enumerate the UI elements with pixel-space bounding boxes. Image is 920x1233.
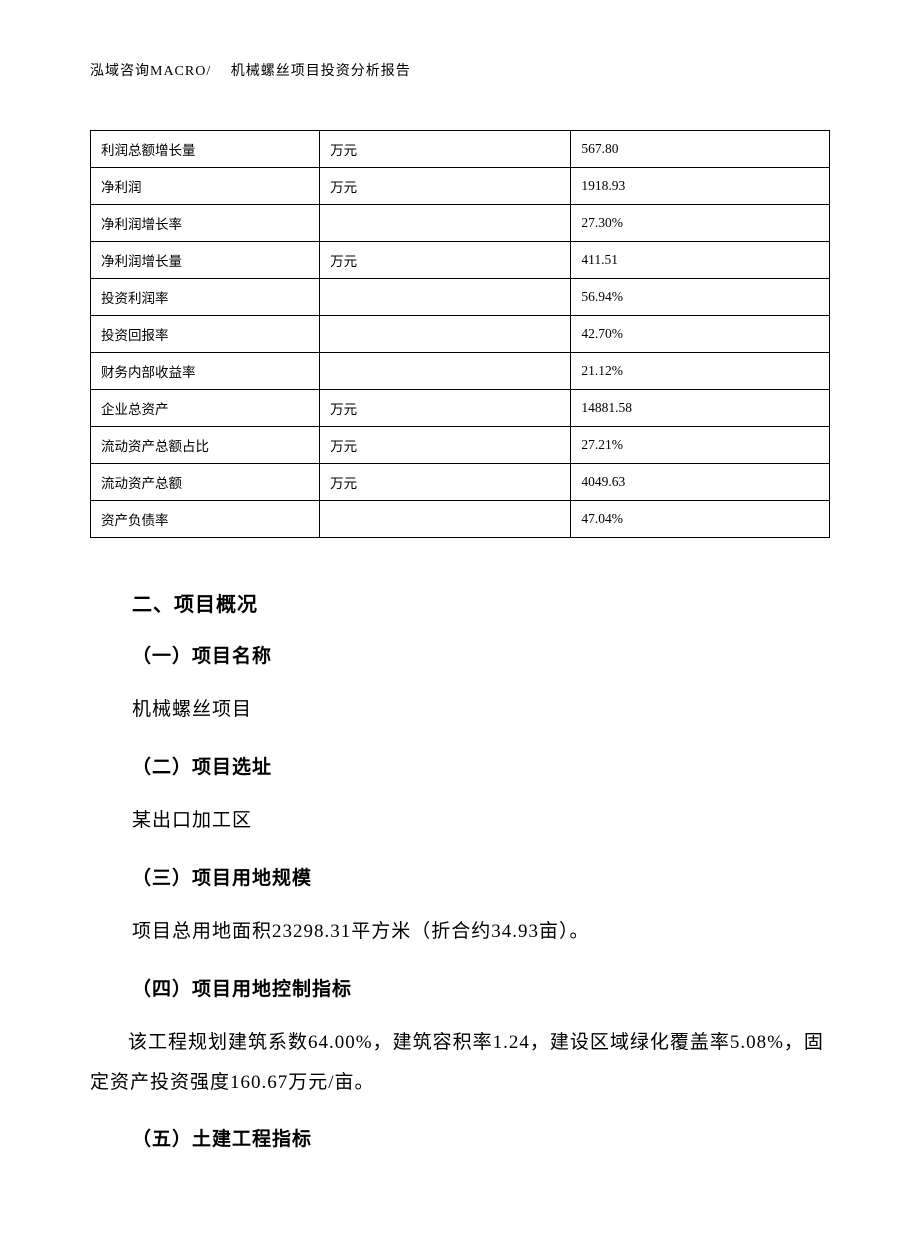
subsection-title-3: （三）项目用地规模 bbox=[132, 863, 830, 890]
cell-label: 净利润增长量 bbox=[91, 242, 320, 279]
cell-label: 企业总资产 bbox=[91, 390, 320, 427]
cell-value: 42.70% bbox=[571, 316, 830, 353]
cell-value: 1918.93 bbox=[571, 168, 830, 205]
subsection-title-4: （四）项目用地控制指标 bbox=[132, 974, 830, 1001]
table-row: 资产负债率 47.04% bbox=[91, 501, 830, 538]
table-row: 投资利润率 56.94% bbox=[91, 279, 830, 316]
cell-unit: 万元 bbox=[320, 390, 571, 427]
cell-unit bbox=[320, 316, 571, 353]
table-row: 净利润增长量 万元 411.51 bbox=[91, 242, 830, 279]
table-row: 利润总额增长量 万元 567.80 bbox=[91, 131, 830, 168]
table-row: 投资回报率 42.70% bbox=[91, 316, 830, 353]
cell-unit bbox=[320, 501, 571, 538]
cell-unit: 万元 bbox=[320, 427, 571, 464]
body-text-3: 项目总用地面积23298.31平方米（折合约34.93亩）。 bbox=[132, 912, 830, 952]
document-page: 泓域咨询MACRO/ 机械螺丝项目投资分析报告 利润总额增长量 万元 567.8… bbox=[0, 0, 920, 1233]
table-row: 流动资产总额 万元 4049.63 bbox=[91, 464, 830, 501]
cell-value: 27.30% bbox=[571, 205, 830, 242]
subsection-title-2: （二）项目选址 bbox=[132, 752, 830, 779]
table-row: 流动资产总额占比 万元 27.21% bbox=[91, 427, 830, 464]
table-body: 利润总额增长量 万元 567.80 净利润 万元 1918.93 净利润增长率 … bbox=[91, 131, 830, 538]
cell-unit bbox=[320, 279, 571, 316]
subsection-title-1: （一）项目名称 bbox=[132, 641, 830, 668]
table-row: 净利润增长率 27.30% bbox=[91, 205, 830, 242]
cell-label: 净利润增长率 bbox=[91, 205, 320, 242]
cell-label: 财务内部收益率 bbox=[91, 353, 320, 390]
subsection-title-5: （五）土建工程指标 bbox=[132, 1124, 830, 1151]
table-row: 财务内部收益率 21.12% bbox=[91, 353, 830, 390]
cell-unit bbox=[320, 205, 571, 242]
financial-indicators-table: 利润总额增长量 万元 567.80 净利润 万元 1918.93 净利润增长率 … bbox=[90, 130, 830, 538]
section-title: 二、项目概况 bbox=[132, 588, 830, 617]
cell-value: 411.51 bbox=[571, 242, 830, 279]
cell-value: 14881.58 bbox=[571, 390, 830, 427]
cell-label: 流动资产总额占比 bbox=[91, 427, 320, 464]
document-content: 二、项目概况 （一）项目名称 机械螺丝项目 （二）项目选址 某出口加工区 （三）… bbox=[90, 588, 830, 1151]
cell-label: 资产负债率 bbox=[91, 501, 320, 538]
cell-label: 流动资产总额 bbox=[91, 464, 320, 501]
cell-unit: 万元 bbox=[320, 131, 571, 168]
page-header: 泓域咨询MACRO/ 机械螺丝项目投资分析报告 bbox=[90, 60, 830, 80]
cell-unit: 万元 bbox=[320, 168, 571, 205]
cell-label: 投资回报率 bbox=[91, 316, 320, 353]
cell-unit bbox=[320, 353, 571, 390]
body-text-2: 某出口加工区 bbox=[132, 801, 830, 841]
body-text-4: 该工程规划建筑系数64.00%，建筑容积率1.24，建设区域绿化覆盖率5.08%… bbox=[90, 1023, 830, 1103]
table-row: 企业总资产 万元 14881.58 bbox=[91, 390, 830, 427]
cell-value: 27.21% bbox=[571, 427, 830, 464]
cell-value: 56.94% bbox=[571, 279, 830, 316]
cell-value: 47.04% bbox=[571, 501, 830, 538]
cell-unit: 万元 bbox=[320, 242, 571, 279]
body-text-1: 机械螺丝项目 bbox=[132, 690, 830, 730]
cell-label: 净利润 bbox=[91, 168, 320, 205]
table-row: 净利润 万元 1918.93 bbox=[91, 168, 830, 205]
cell-value: 4049.63 bbox=[571, 464, 830, 501]
cell-value: 567.80 bbox=[571, 131, 830, 168]
cell-label: 投资利润率 bbox=[91, 279, 320, 316]
cell-unit: 万元 bbox=[320, 464, 571, 501]
cell-label: 利润总额增长量 bbox=[91, 131, 320, 168]
cell-value: 21.12% bbox=[571, 353, 830, 390]
